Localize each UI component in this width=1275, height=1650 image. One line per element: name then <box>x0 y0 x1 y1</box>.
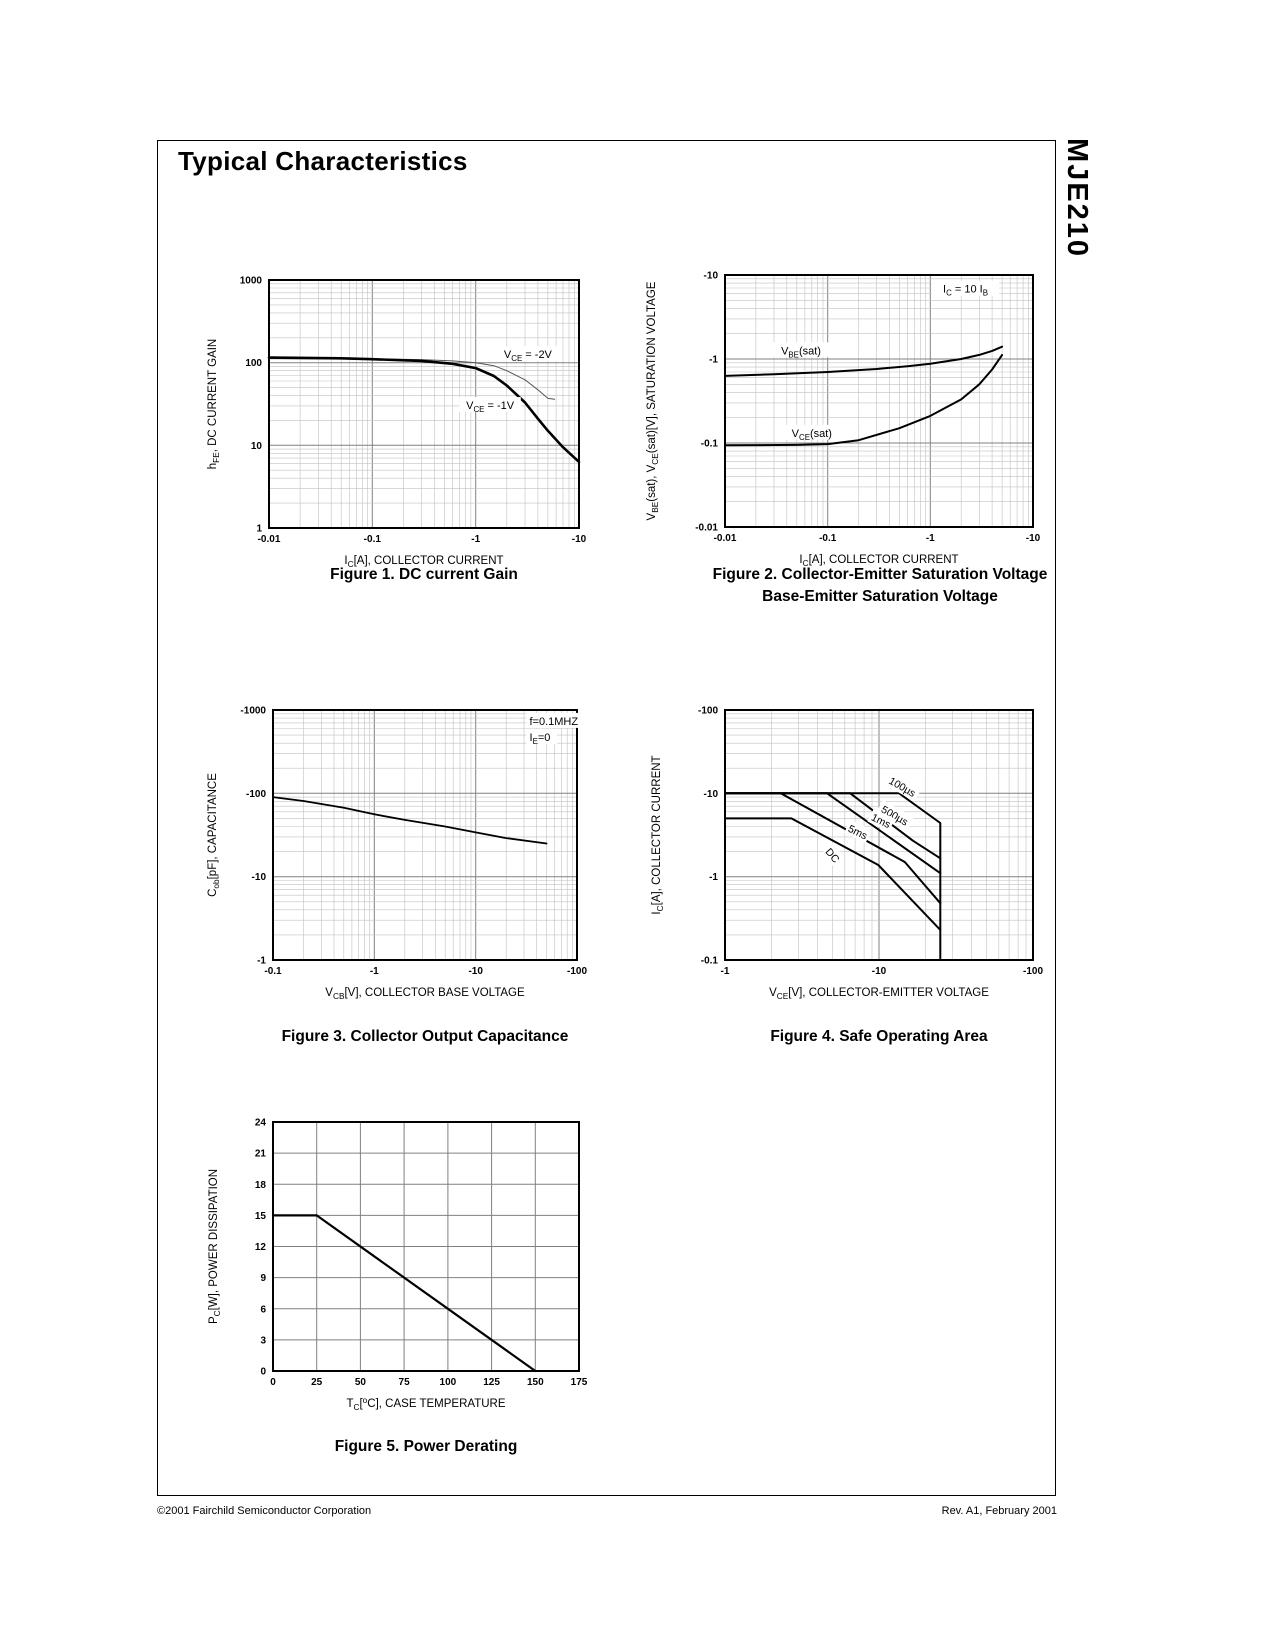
svg-text:0: 0 <box>260 1367 266 1378</box>
svg-text:VCE = -1V: VCE = -1V <box>466 400 515 414</box>
figure-2-caption-line2: Base-Emitter Saturation Voltage <box>762 588 998 605</box>
svg-text:-1: -1 <box>709 355 718 366</box>
svg-text:-10: -10 <box>704 789 719 800</box>
svg-text:150: 150 <box>527 1377 544 1388</box>
svg-text:hFE, DC CURRENT GAIN: hFE, DC CURRENT GAIN <box>207 339 221 470</box>
part-number: MJE210 <box>1061 138 1093 259</box>
svg-text:-1: -1 <box>926 533 935 544</box>
svg-text:-0.1: -0.1 <box>364 534 382 545</box>
svg-text:-1: -1 <box>471 534 480 545</box>
svg-text:VCB[V], COLLECTOR BASE VOLTAGE: VCB[V], COLLECTOR BASE VOLTAGE <box>325 987 525 1001</box>
svg-text:VBE(sat), VCE(sat)[V], SATURAT: VBE(sat), VCE(sat)[V], SATURATION VOLTAG… <box>646 281 660 520</box>
svg-text:25: 25 <box>311 1377 323 1388</box>
svg-text:IC = 10 IB: IC = 10 IB <box>943 284 988 298</box>
svg-text:24: 24 <box>255 1118 267 1129</box>
svg-text:-0.01: -0.01 <box>714 533 737 544</box>
svg-text:-0.01: -0.01 <box>258 534 281 545</box>
page-title: Typical Characteristics <box>178 146 468 176</box>
svg-text:-0.01: -0.01 <box>695 523 718 534</box>
figure-4-caption: Figure 4. Safe Operating Area <box>770 1028 988 1045</box>
svg-text:VCE(sat): VCE(sat) <box>792 428 832 442</box>
svg-text:-100: -100 <box>1023 966 1043 977</box>
footer-copyright: ©2001 Fairchild Semiconductor Corporatio… <box>157 1505 372 1517</box>
svg-text:DC: DC <box>823 846 842 866</box>
svg-text:15: 15 <box>255 1211 267 1222</box>
content-border <box>157 140 1056 1496</box>
svg-text:-0.1: -0.1 <box>701 956 719 967</box>
svg-text:1: 1 <box>256 524 262 535</box>
svg-text:-10: -10 <box>872 966 887 977</box>
svg-text:-10: -10 <box>252 872 267 883</box>
figure-5-caption: Figure 5. Power Derating <box>334 1438 518 1455</box>
svg-text:-10: -10 <box>572 534 587 545</box>
figure-2-saturation-voltage-chart: IC = 10 IB VBE(sat) VCE(sat) -0.01 -0.1 -1 -10… <box>646 271 1041 569</box>
svg-text:6: 6 <box>260 1304 266 1315</box>
svg-text:-0.1: -0.1 <box>819 533 837 544</box>
svg-text:IC[A], COLLECTOR CURRENT: IC[A], COLLECTOR CURRENT <box>651 755 665 914</box>
svg-text:10: 10 <box>251 441 263 452</box>
footer-revision: Rev. A1, February 2001 <box>941 1505 1057 1517</box>
svg-text:50: 50 <box>355 1377 367 1388</box>
svg-text:f=0.1MHZ: f=0.1MHZ <box>530 716 579 728</box>
svg-text:-10: -10 <box>468 966 483 977</box>
svg-text:-1: -1 <box>257 956 266 967</box>
svg-text:-10: -10 <box>1026 533 1041 544</box>
svg-text:IC[A], COLLECTOR CURRENT: IC[A], COLLECTOR CURRENT <box>799 554 958 568</box>
svg-text:-1: -1 <box>370 966 379 977</box>
svg-text:IC[A], COLLECTOR CURRENT: IC[A], COLLECTOR CURRENT <box>344 555 503 569</box>
svg-text:-10: -10 <box>704 271 719 282</box>
figure-2-caption: Figure 2. Collector-Emitter Saturation V… <box>712 566 1048 583</box>
figure-1-dc-current-gain-chart: VCE = -2V VCE = -1V -0.01 -0.1 -1 -10 1000 100 1… <box>207 276 587 570</box>
svg-text:-100: -100 <box>246 789 266 800</box>
svg-text:100: 100 <box>245 358 262 369</box>
svg-text:-100: -100 <box>698 706 718 717</box>
svg-text:-1000: -1000 <box>240 706 266 717</box>
svg-text:-0.1: -0.1 <box>264 966 282 977</box>
svg-text:VBE(sat): VBE(sat) <box>781 345 821 359</box>
svg-text:175: 175 <box>571 1377 588 1388</box>
svg-text:18: 18 <box>255 1180 267 1191</box>
svg-text:21: 21 <box>255 1149 267 1160</box>
svg-text:Cob[pF], CAPACITANCE: Cob[pF], CAPACITANCE <box>207 773 221 897</box>
figure-3-caption: Figure 3. Collector Output Capacitance <box>281 1028 569 1045</box>
figure-1-caption: Figure 1. DC current Gain <box>330 566 518 583</box>
svg-text:IE=0: IE=0 <box>530 732 551 746</box>
svg-text:12: 12 <box>255 1242 267 1253</box>
svg-text:100: 100 <box>440 1377 457 1388</box>
svg-text:75: 75 <box>399 1377 411 1388</box>
svg-text:PC[W], POWER DISSIPATION: PC[W], POWER DISSIPATION <box>208 1169 222 1324</box>
svg-text:3: 3 <box>260 1335 266 1346</box>
svg-text:9: 9 <box>260 1273 266 1284</box>
svg-text:0: 0 <box>270 1377 276 1388</box>
svg-text:1000: 1000 <box>240 276 263 287</box>
svg-text:-100: -100 <box>567 966 587 977</box>
figure-5-power-derating-chart: 0 25 50 75 100 125 150 175 24 21 18 15 12 9 6 3 0 TC[oC],… <box>208 1118 588 1413</box>
svg-text:VCE = -2V: VCE = -2V <box>504 349 553 363</box>
svg-text:VCE[V], COLLECTOR-EMITTER VOLT: VCE[V], COLLECTOR-EMITTER VOLTAGE <box>769 987 989 1001</box>
svg-text:-0.1: -0.1 <box>701 439 719 450</box>
svg-text:TC[oC], CASE TEMPERATURE: TC[oC], CASE TEMPERATURE <box>346 1396 505 1412</box>
svg-text:-1: -1 <box>721 966 730 977</box>
svg-text:125: 125 <box>483 1377 500 1388</box>
svg-text:-1: -1 <box>709 872 718 883</box>
